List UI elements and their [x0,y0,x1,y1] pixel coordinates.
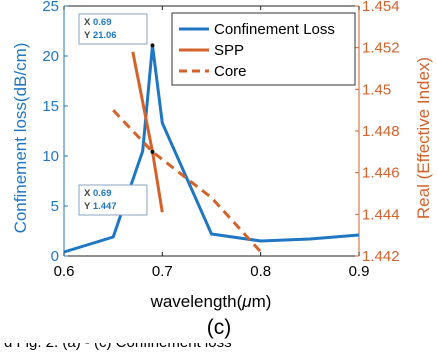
legend-label: Core [214,63,247,80]
y-axis-label: Confinement loss(dB/cm) [11,43,30,234]
y-right-tick-label: 1.45 [362,81,391,98]
y-right-tick-label: 1.452 [362,40,400,57]
y-tick-label: 15 [42,98,59,115]
y-right-tick-label: 1.444 [362,206,400,223]
x-axis-label: wavelength(μm) [150,292,272,311]
x-axis-label-prefix: wavelength( [150,292,243,311]
y-right-tick-label: 1.454 [362,0,400,15]
datatip-y: Y 1.447 [84,201,117,212]
y-tick-label: 20 [42,48,59,65]
datatip-marker [150,43,155,48]
legend-label: Confinement Loss [214,21,335,38]
y-right-tick-label: 1.446 [362,165,400,182]
y-tick-label: 10 [42,148,59,165]
datatip-x: X 0.69 [84,188,111,199]
x-tick-label: 0.6 [54,263,75,280]
y-right-tick-label: 1.448 [362,123,400,140]
y-tick-label: 0 [51,248,59,265]
figure-caption-label: (c) [206,316,232,339]
x-tick-label: 0.9 [349,263,370,280]
y-tick-label: 25 [42,0,59,15]
series-line-3 [112,109,262,253]
y-tick-label: 5 [51,198,59,215]
datatip-box [78,184,148,216]
tick-marks: 0.6 0.7 0.8 0.9 0 5 10 15 20 25 1.442 1.444 1.446 1.4… [42,0,399,280]
x-tick-label: 0.8 [250,263,271,280]
legend-label: SPP [214,42,244,59]
datatip-x: X 0.69 [84,17,111,28]
y-right-tick-label: 1.442 [362,248,400,265]
chart: 0.6 0.7 0.8 0.9 0 5 10 15 20 25 1.442 1.444 1.446 1.4… [11,0,433,311]
y-axis-label-right: Real (Effective Index) [414,57,433,219]
x-axis-label-mu: μ [241,292,252,311]
x-tick-label: 0.7 [152,263,173,280]
datatip-box [78,13,148,45]
legend: Confinement Loss SPP Core [171,12,356,86]
datatips: X 0.69 Y 21.06 X 0.69 Y 1.447 [78,13,155,216]
x-axis-label-suffix: m) [252,292,272,311]
figure-caption-text: d Fig. 2. (a) - (c) Confinement loss [0,343,438,354]
datatip-y: Y 21.06 [84,30,117,41]
datatip-marker [150,149,155,154]
figure-caption-text-inner: d Fig. 2. (a) - (c) Confinement loss [4,343,232,354]
